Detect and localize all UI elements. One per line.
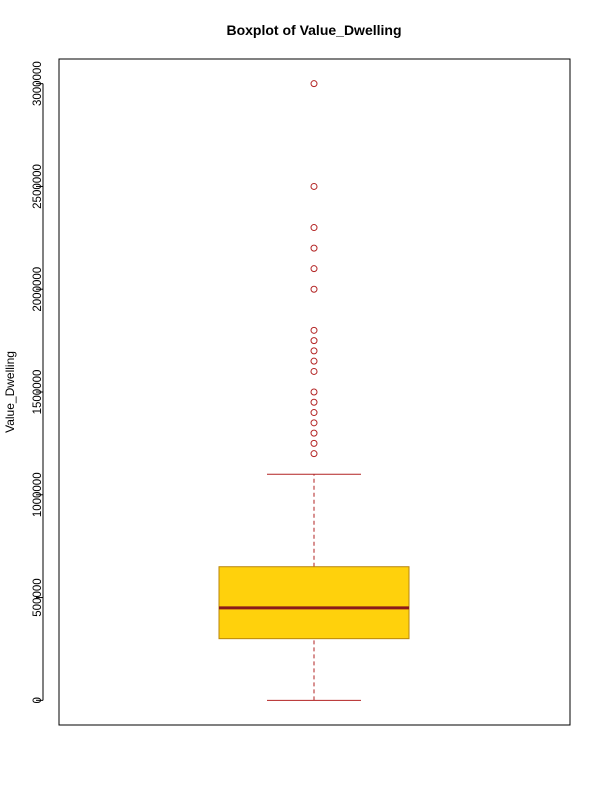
outlier-point xyxy=(310,419,318,427)
y-tick-label: 3000000 xyxy=(32,61,44,106)
y-tick-label: 500000 xyxy=(32,578,44,616)
outlier-point xyxy=(310,285,318,293)
box-group xyxy=(218,473,410,701)
y-tick-label: 1500000 xyxy=(32,370,44,415)
outlier-point xyxy=(310,265,318,273)
y-tick-label: 1000000 xyxy=(32,472,44,517)
chart-title: Boxplot of Value_Dwelling xyxy=(226,22,401,38)
outlier-point xyxy=(310,367,318,375)
y-tick-label: 2000000 xyxy=(32,267,44,312)
y-axis: 0 500000 1000000 1500000 2000000 2500000 30000… xyxy=(32,61,44,703)
outlier-point xyxy=(310,357,318,365)
outlier-point xyxy=(310,80,318,88)
outlier-point xyxy=(310,337,318,345)
outlier-point xyxy=(310,326,318,334)
iqr-box xyxy=(218,566,410,640)
outlier-point xyxy=(310,182,318,190)
outlier-point xyxy=(310,388,318,396)
outlier-point xyxy=(310,224,318,232)
y-tick-label: 0 xyxy=(32,697,44,703)
y-axis-label: Value_Dwelling xyxy=(3,351,17,433)
outlier-point xyxy=(310,439,318,447)
outlier-point xyxy=(310,244,318,252)
y-tick-label: 2500000 xyxy=(32,164,44,209)
outlier-point xyxy=(310,347,318,355)
outlier-point xyxy=(310,398,318,406)
outlier-point xyxy=(310,450,318,458)
outlier-point xyxy=(310,409,318,417)
plot-frame xyxy=(58,58,571,726)
outlier-point xyxy=(310,429,318,437)
outlier-group xyxy=(310,80,318,458)
